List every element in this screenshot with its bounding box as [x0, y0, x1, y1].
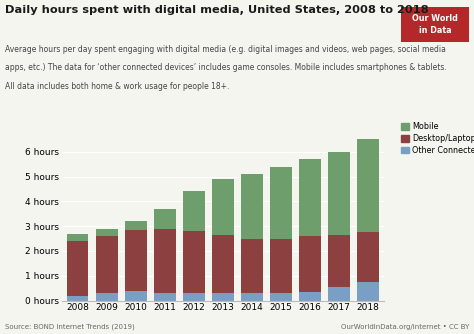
Bar: [241, 238, 263, 293]
Text: Source: BOND Internet Trends (2019): Source: BOND Internet Trends (2019): [5, 324, 135, 330]
Bar: [212, 235, 234, 293]
Bar: [67, 233, 89, 241]
Bar: [96, 293, 118, 301]
Bar: [299, 292, 321, 301]
Bar: [270, 293, 292, 301]
Text: Our World
in Data: Our World in Data: [412, 14, 458, 35]
Bar: [183, 191, 205, 231]
Bar: [212, 293, 234, 301]
Bar: [299, 159, 321, 236]
Bar: [183, 293, 205, 301]
Bar: [241, 293, 263, 301]
Bar: [154, 209, 175, 229]
Bar: [212, 179, 234, 235]
Bar: [299, 236, 321, 292]
Bar: [328, 235, 350, 287]
Bar: [270, 238, 292, 293]
Bar: [125, 221, 146, 230]
Bar: [67, 296, 89, 301]
Text: apps, etc.) The data for ‘other connected devices’ includes game consoles. Mobil: apps, etc.) The data for ‘other connecte…: [5, 63, 447, 72]
Bar: [96, 229, 118, 236]
Bar: [125, 291, 146, 301]
Legend: Mobile, Desktop/Laptop, Other Connected Devices: Mobile, Desktop/Laptop, Other Connected …: [401, 122, 474, 155]
Bar: [154, 293, 175, 301]
Text: Daily hours spent with digital media, United States, 2008 to 2018: Daily hours spent with digital media, Un…: [5, 5, 428, 15]
Bar: [270, 167, 292, 238]
Bar: [241, 174, 263, 238]
Bar: [125, 230, 146, 291]
Bar: [328, 287, 350, 301]
Text: All data includes both home & work usage for people 18+.: All data includes both home & work usage…: [5, 82, 229, 91]
Bar: [357, 282, 379, 301]
Bar: [183, 231, 205, 293]
Bar: [67, 241, 89, 296]
Bar: [96, 236, 118, 293]
Text: OurWorldInData.org/internet • CC BY: OurWorldInData.org/internet • CC BY: [341, 324, 469, 330]
Bar: [154, 229, 175, 293]
Bar: [357, 232, 379, 282]
Bar: [357, 139, 379, 232]
Text: Average hours per day spent engaging with digital media (e.g. digital images and: Average hours per day spent engaging wit…: [5, 45, 446, 54]
Bar: [328, 152, 350, 235]
